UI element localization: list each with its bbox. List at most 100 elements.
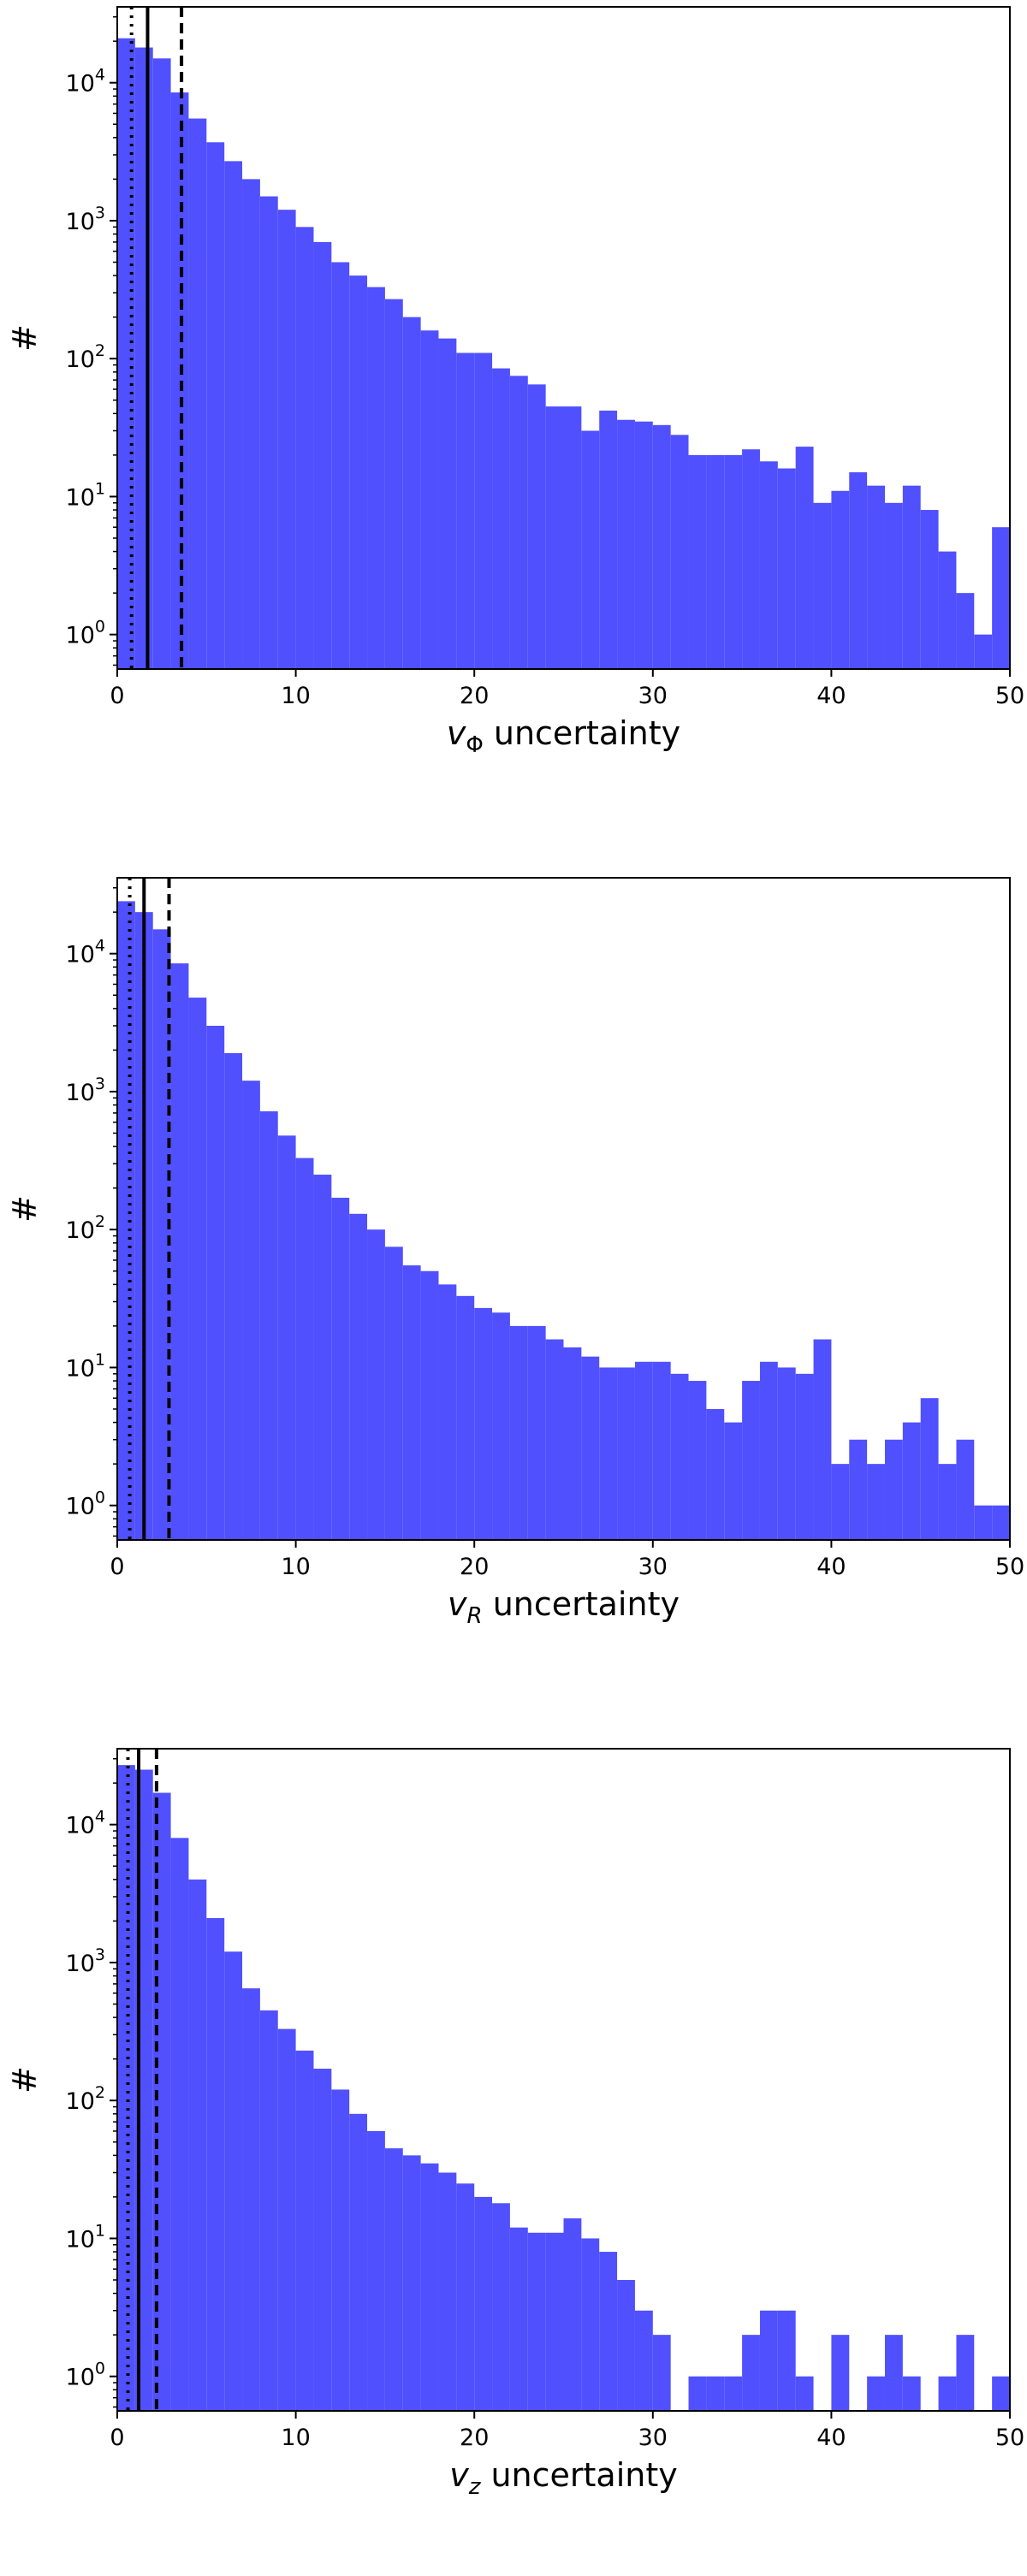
y-tick-label: 101 [66,1350,105,1382]
histogram-bar [724,1422,743,1540]
plot-frame [116,877,1011,1541]
histogram-bar [724,454,743,669]
x-tick-label: 0 [110,1554,124,1580]
histogram-bar [188,998,207,1540]
histogram-bar [277,210,296,669]
y-tick-label: 100 [66,2360,105,2391]
histogram-bar [777,468,796,669]
histogram-bar [438,1284,457,1540]
histogram-bar [902,1422,921,1540]
x-tick-label: 10 [281,1554,310,1580]
y-tick-label: 100 [66,1489,105,1520]
histogram-bar [992,2376,1010,2411]
vr-uncertainty-histogram: 0 10 20 30 40 50 100 101 102 103 104 # vR uncertaint… [0,871,1027,1705]
histogram-bar [117,1765,135,2411]
y-axis-label: # [6,324,44,352]
histogram-bar [742,2335,760,2411]
histogram-bar [884,2335,903,2411]
histogram-bar [474,2196,493,2411]
histogram-bar [670,435,689,669]
histogram-bar [117,901,135,1540]
histogram-bar [599,2252,618,2411]
histogram-bar [509,2227,528,2411]
histogram-bar [259,2010,278,2411]
histogram-bar [902,485,921,669]
bars [117,901,1010,1540]
histogram-bar [813,1339,832,1540]
histogram-bar [849,472,868,669]
histogram-bar [242,1988,260,2411]
histogram-bar [581,2238,600,2411]
histogram-bar [617,1367,635,1540]
histogram-bar [295,2050,314,2411]
x-tick-label: 50 [995,2425,1024,2451]
histogram-bar [206,142,225,670]
histogram-bar [277,1135,296,1540]
histogram-bar [402,317,421,669]
histogram-bar [367,1229,385,1540]
histogram-bar [420,2163,439,2411]
histogram-bar [420,330,439,669]
histogram-bar [867,1464,885,1540]
histogram-bar [474,1307,493,1540]
histogram-bar [992,527,1010,669]
y-tick-label: 104 [66,937,105,968]
histogram-bar [206,1917,225,2411]
histogram-bar [884,1439,903,1540]
y-tick-label: 102 [66,1212,105,1244]
histogram-bar [170,963,189,1540]
x-tick-label: 40 [816,1554,846,1580]
histogram-bar [527,2232,546,2411]
histogram-bar [688,2376,707,2411]
histogram-bar [384,1247,403,1540]
histogram-bar [259,196,278,669]
histogram-bar [313,241,332,669]
y-axis-label: # [6,2066,44,2093]
histogram-bar [652,1361,671,1540]
histogram-bar [563,406,582,669]
histogram-bar [509,376,528,669]
histogram-bar [313,2069,332,2411]
chart-svg: 0 10 20 30 40 50 100 101 102 103 104 # vΦ uncertaint… [6,6,1024,758]
histogram-bar [349,2113,368,2411]
x-tick-label: 30 [638,1554,668,1580]
histogram-bar [920,510,939,669]
histogram-bar [956,1439,975,1540]
histogram-bar [974,634,993,669]
y-tick-label: 101 [66,479,105,511]
histogram-bar [527,1325,546,1540]
histogram-bar [599,1367,618,1540]
histogram-bar [867,2376,885,2411]
histogram-bar [795,1373,814,1540]
histogram-bar [402,1265,421,1540]
histogram-bar [652,2335,671,2411]
plot-frame [116,6,1011,670]
histogram-bar [367,2130,385,2411]
x-tick-label: 30 [638,683,668,709]
histogram-bar [634,2310,653,2411]
histogram-bar [349,1213,368,1540]
histogram-bar [617,2279,635,2411]
histogram-bar [367,287,385,669]
histogram-bar [974,1505,993,1540]
histogram-bar [706,2376,725,2411]
histogram-bar [349,275,368,669]
histogram-bar [992,1505,1010,1540]
histogram-bar [956,2335,975,2411]
histogram-bar [242,179,260,669]
y-tick-label: 103 [66,1945,105,1977]
histogram-bar [938,2376,957,2411]
chart-svg: 0 10 20 30 40 50 100 101 102 103 104 # vR uncertaint… [6,877,1024,1629]
x-tick-label: 20 [460,1554,489,1580]
histogram-bar [206,1026,225,1540]
x-tick-label: 20 [460,2425,489,2451]
histogram-bar [706,1408,725,1540]
y-axis-label: # [6,1195,44,1223]
histogram-bar [670,1373,689,1540]
histogram-bar [295,1158,314,1540]
histogram-bar [188,1879,207,2411]
histogram-bar [742,1381,760,1540]
chart-svg: 0 10 20 30 40 50 100 101 102 103 104 # vz uncertaint… [6,1748,1024,2500]
histogram-bar [634,421,653,669]
histogram-bar [492,368,510,669]
